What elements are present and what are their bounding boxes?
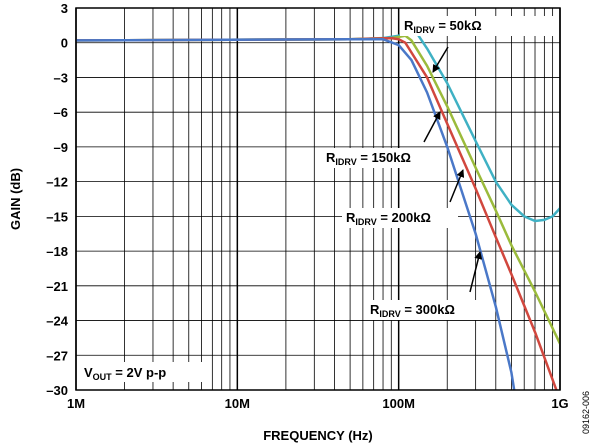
plot-background xyxy=(76,8,560,390)
figure-id: 09162-006 xyxy=(581,391,591,434)
series-label-150k: RIDRV = 150kΩ xyxy=(326,150,411,167)
series-labels: RIDRV = 50kΩ RIDRV = 150kΩ RIDRV = 200kΩ RI… xyxy=(322,16,556,320)
x-tick-label: 10M xyxy=(225,396,250,411)
y-tick-label: –21 xyxy=(46,279,68,294)
series-label-bg-300k xyxy=(366,300,484,320)
y-axis-label: GAIN (dB) xyxy=(8,168,23,230)
y-tick-label: –3 xyxy=(54,70,68,85)
y-tick-label: –27 xyxy=(46,348,68,363)
series-label-300k: RIDRV = 300kΩ xyxy=(370,302,455,319)
plot-frame xyxy=(75,7,561,391)
vout-annotation-bg xyxy=(80,362,202,382)
x-axis-label: FREQUENCY (Hz) xyxy=(263,428,373,443)
series-line-300k xyxy=(76,38,516,390)
x-tick-label: 1G xyxy=(551,396,568,411)
series-label-200k: RIDRV = 200kΩ xyxy=(346,210,431,227)
y-tick-label: –6 xyxy=(54,105,68,120)
series-line-200k xyxy=(76,36,558,390)
y-tick-label: –9 xyxy=(54,140,68,155)
y-tick-label: –24 xyxy=(46,314,68,329)
y-tick-label: –18 xyxy=(46,244,68,259)
series-label-bg-50k xyxy=(400,16,556,36)
y-tick-label: 0 xyxy=(61,36,68,51)
y-tick-label: –30 xyxy=(46,383,68,398)
series-label-bg-150k xyxy=(322,148,436,168)
series-label-arrow-200k xyxy=(449,169,465,203)
x-tick-label: 100M xyxy=(382,396,415,411)
x-tick-label: 1M xyxy=(67,396,85,411)
y-tick-label: 3 xyxy=(61,1,68,16)
y-tick-label: –12 xyxy=(46,175,68,190)
series-label-bg-200k xyxy=(342,208,458,228)
x-tick-labels: 1M 10M 100M 1G xyxy=(67,396,569,411)
series-label-50k: RIDRV = 50kΩ xyxy=(404,18,482,35)
series-label-arrow-150k xyxy=(423,111,441,143)
series-label-arrow-300k xyxy=(469,251,483,293)
y-tick-labels: 3 0 –3 –6 –9 –12 –15 –18 –21 –24 –27 –30 xyxy=(46,1,68,398)
series-label-arrow-50k xyxy=(432,46,449,73)
y-tick-label: –15 xyxy=(46,209,68,224)
series-lines xyxy=(76,28,560,390)
vout-annotation: VOUT = 2V p-p xyxy=(84,365,166,382)
